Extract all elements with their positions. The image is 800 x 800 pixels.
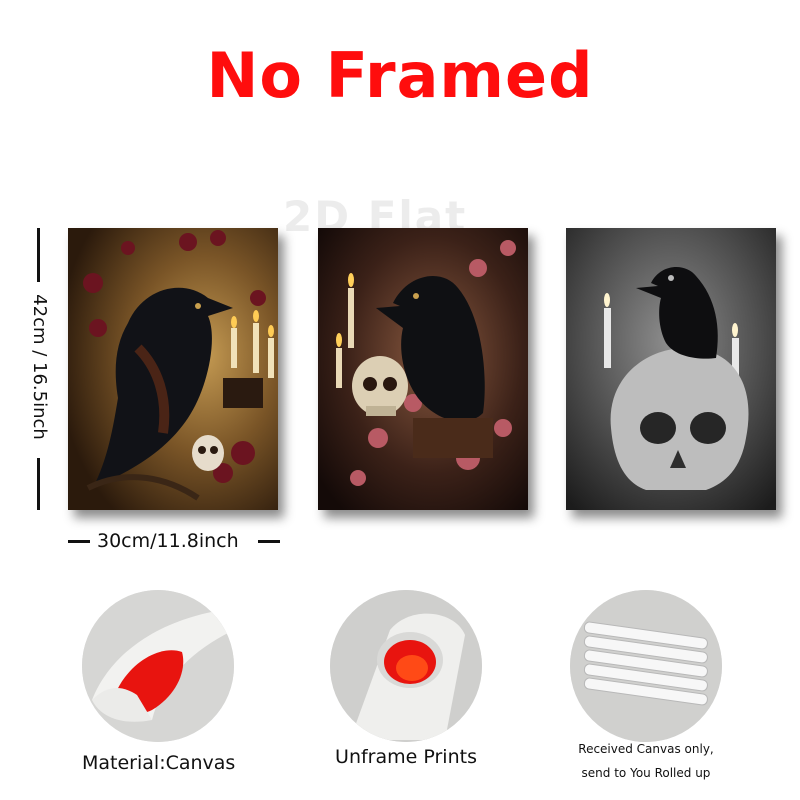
painting-raven-skull (318, 228, 528, 510)
rolled-package-photo (570, 590, 722, 742)
feature-label-unframed: Unframe Prints (335, 746, 477, 768)
painting-raven-on-skull (566, 228, 776, 510)
height-dimension-label: 42cm / 16.5inch (29, 294, 50, 440)
width-dimension-line-right (258, 540, 280, 543)
page-title: No Framed (206, 39, 594, 112)
canvas-material-photo (82, 590, 234, 742)
feature-label-received-line2: send to You Rolled up (581, 766, 711, 780)
width-dimension-line-left (68, 540, 90, 543)
canvas-roll-photo-icon (82, 590, 234, 742)
raven-candles-roses-painting-icon (68, 228, 278, 510)
raven-skull-roses-painting-icon (318, 228, 528, 510)
width-dimension-label: 30cm/11.8inch (97, 530, 239, 552)
painting-raven-candles (68, 228, 278, 510)
rolled-canvas-photo-icon (330, 590, 482, 742)
feature-label-material: Material:Canvas (82, 752, 236, 774)
feature-label-received-line1: Received Canvas only, (578, 742, 714, 756)
height-dimension-line-top (37, 228, 40, 282)
height-dimension-line-bottom (37, 458, 40, 510)
rolled-canvases-package-photo-icon (570, 590, 722, 742)
raven-on-skull-painting-icon (566, 228, 776, 510)
unframed-print-photo (330, 590, 482, 742)
